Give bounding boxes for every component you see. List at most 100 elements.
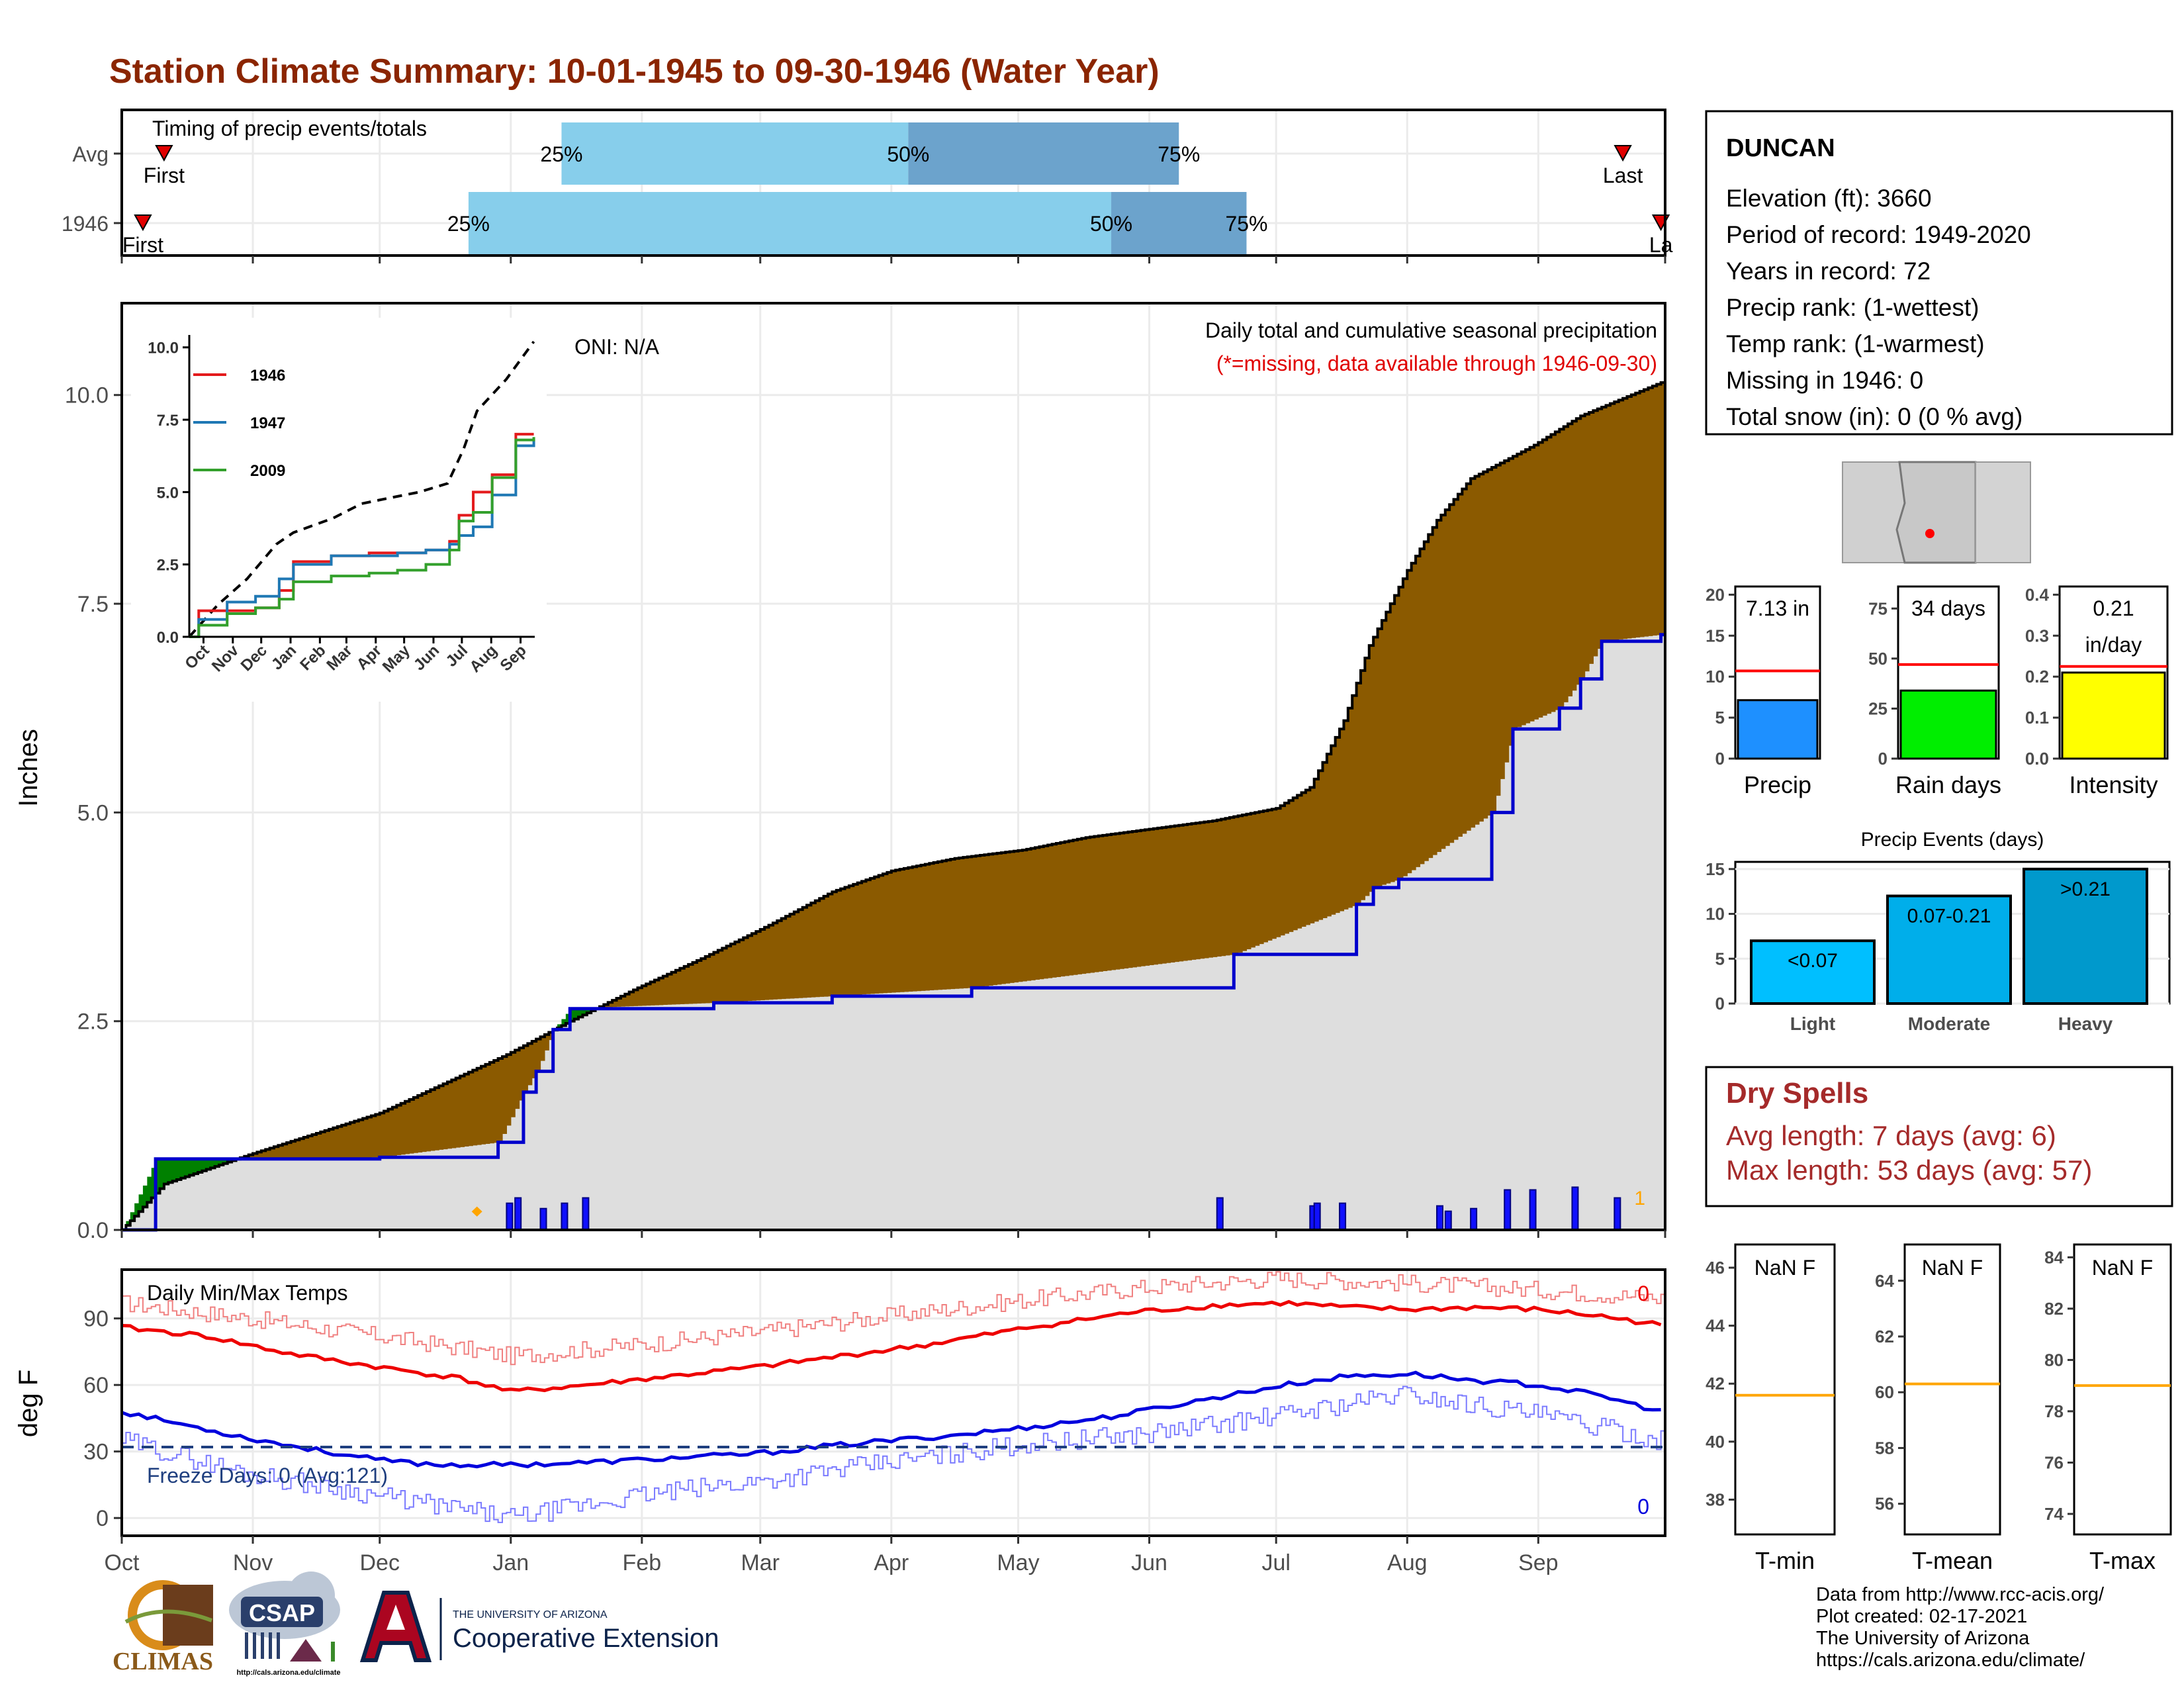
deficit-area: [240, 382, 1666, 1159]
inset-ytick-label: 2.5: [157, 557, 179, 575]
station-info-line: Years in record: 72: [1726, 258, 1931, 285]
ua-block-a-counter: [387, 1605, 405, 1630]
timing-p25-label: 25%: [447, 212, 490, 236]
daily-precip-bar: [582, 1197, 590, 1231]
daily-precip-bar: [1313, 1202, 1321, 1231]
temp-panel-title: Daily Min/Max Temps: [147, 1281, 347, 1305]
mini-bar-ytick-label: 5: [1715, 708, 1725, 727]
mini-bar-value-label: 34 days: [1911, 596, 1985, 620]
record-max-line: [122, 1271, 1665, 1366]
temp-box-ytick-label: 58: [1875, 1438, 1894, 1458]
mini-bar-value-label-2: in/day: [2085, 633, 2142, 657]
station-name: DUNCAN: [1726, 134, 1835, 162]
month-label: Jun: [1131, 1550, 1167, 1575]
mini-bar-ytick-label: 50: [1868, 649, 1888, 669]
locator-map: [1842, 461, 2031, 564]
temp-box-ytick-label: 46: [1706, 1258, 1725, 1278]
daily-precip-bar: [1571, 1186, 1579, 1231]
mini-bar-ytick-label: 0.0: [2025, 749, 2049, 769]
temp-box-panel: 38 40 42 44 46 NaN F T-min: [1706, 1243, 1836, 1574]
temp-box-ytick-label: 38: [1706, 1489, 1725, 1509]
year-cumulative-line: [122, 633, 1665, 1232]
events-bar: [1750, 939, 1876, 1005]
dry-spells-max: Max length: 53 days (avg: 57): [1726, 1154, 2092, 1186]
mini-bar-value-label: 7.13 in: [1746, 596, 1809, 620]
precip-panel-border: [120, 302, 1666, 1231]
events-bar-label: 0.07-0.21: [1907, 905, 1991, 927]
first-event-label: First: [144, 164, 185, 187]
temp-box-ytick-label: 74: [2044, 1504, 2064, 1524]
daily-precip-bar: [1470, 1207, 1478, 1231]
daily-precip-bar: [506, 1202, 514, 1231]
mini-bar-ytick-label: 0: [1878, 749, 1888, 769]
temp-box-value-label: NaN F: [2092, 1256, 2153, 1280]
month-label: Dec: [359, 1550, 399, 1575]
temp-ylabel: deg F: [14, 1370, 43, 1437]
station-location-dot: [1925, 529, 1934, 538]
temp-box-ytick-label: 40: [1706, 1432, 1725, 1452]
daily-precip-bar: [561, 1202, 569, 1231]
events-category-label: Moderate: [1908, 1013, 1990, 1034]
max-count-label: 0: [1637, 1282, 1649, 1305]
temp-box-ytick-label: 76: [2044, 1452, 2064, 1472]
mini-bar-ytick-label: 0.2: [2025, 667, 2049, 686]
timing-p75-label: 75%: [1225, 212, 1267, 236]
credit-line: Plot created: 02-17-2021: [1816, 1606, 2027, 1627]
precip-ytick-label: 10.0: [65, 383, 109, 408]
station-info-line: Temp rank: (1-warmest): [1726, 330, 1985, 357]
csap-rain-bar: [253, 1632, 256, 1659]
temp-box-ytick-label: 84: [2044, 1247, 2064, 1267]
temp-box-label: T-min: [1755, 1547, 1815, 1574]
csap-wordmark: CSAP: [249, 1599, 315, 1626]
station-info-line: Precip rank: (1-wettest): [1726, 294, 1979, 321]
first-event-marker: [134, 214, 152, 232]
daily-precip-bar: [1614, 1197, 1621, 1231]
last-event-label: La: [1649, 233, 1673, 257]
temp-box-frame: [2073, 1243, 2172, 1536]
temp-box-frame: [1734, 1243, 1836, 1536]
timing-p25-label: 25%: [540, 142, 582, 166]
station-info-line: Period of record: 1949-2020: [1726, 221, 2031, 248]
month-label: Aug: [1387, 1550, 1428, 1575]
dry-spells-avg: Avg length: 7 days (avg: 6): [1726, 1120, 2056, 1151]
events-bar-label: >0.21: [2060, 878, 2111, 900]
inset-ytick-label: 0.0: [157, 629, 179, 647]
page-title: Station Climate Summary: 10-01-1945 to 0…: [109, 52, 1160, 91]
events-bar-label: <0.07: [1788, 950, 1838, 972]
credits-block: Data from http://www.rcc-acis.org/Plot c…: [1816, 1584, 2105, 1671]
temp-ytick-label: 60: [83, 1373, 109, 1398]
mini-bar-panel: 0 5 10 15 20 7.13 in Precip: [1706, 585, 1821, 798]
temp-ytick-label: 90: [83, 1307, 109, 1332]
dry-spells-border: [1705, 1066, 2173, 1207]
min-count-label: 0: [1637, 1495, 1649, 1519]
inset-ytick-label: 10.0: [148, 340, 179, 357]
inset-legend-label: 1946: [250, 367, 285, 385]
precip-corner-count: 1: [1634, 1188, 1645, 1209]
timing-panel-title: Timing of precip events/totals: [152, 117, 427, 140]
inset-ytick-label: 5.0: [157, 484, 179, 502]
precip-events-panel: Precip Events (days) 0 5 10 15 <0.07 Light 0.07…: [1706, 829, 2171, 1034]
precip-ytick-label: 0.0: [77, 1218, 109, 1243]
climas-wordmark: CLIMAS: [113, 1648, 213, 1675]
temp-ytick-label: 0: [96, 1506, 109, 1531]
precip-events-title: Precip Events (days): [1861, 829, 2044, 851]
ua-logo: THE UNIVERSITY OF ARIZONA Cooperative Ext…: [359, 1591, 719, 1662]
timing-row-name: Avg: [72, 142, 109, 166]
daily-precip-bar: [1216, 1197, 1224, 1231]
timing-panel: 25% 50% 75% First Last Avg 25% 50% 75% First La 194…: [62, 109, 1673, 263]
record-min-line: [122, 1385, 1665, 1523]
map-region-arizona: [1895, 461, 1977, 564]
temp-box-ytick-label: 62: [1875, 1327, 1894, 1346]
inset-max-dashed-line: [188, 340, 535, 638]
events-bar: [1886, 894, 2012, 1006]
precip-ytick-label: 2.5: [77, 1009, 109, 1035]
map-region-west: [1842, 461, 1906, 563]
csap-rain-bar: [261, 1632, 264, 1659]
mini-bar-ytick-label: 75: [1868, 598, 1888, 618]
events-ytick-label: 5: [1715, 949, 1725, 968]
mini-bar-panel: 0 25 50 75 34 days Rain days: [1868, 585, 2001, 798]
month-label: Mar: [741, 1550, 780, 1575]
temp-box-label: T-max: [2089, 1547, 2156, 1574]
first-event-marker: [155, 145, 173, 162]
